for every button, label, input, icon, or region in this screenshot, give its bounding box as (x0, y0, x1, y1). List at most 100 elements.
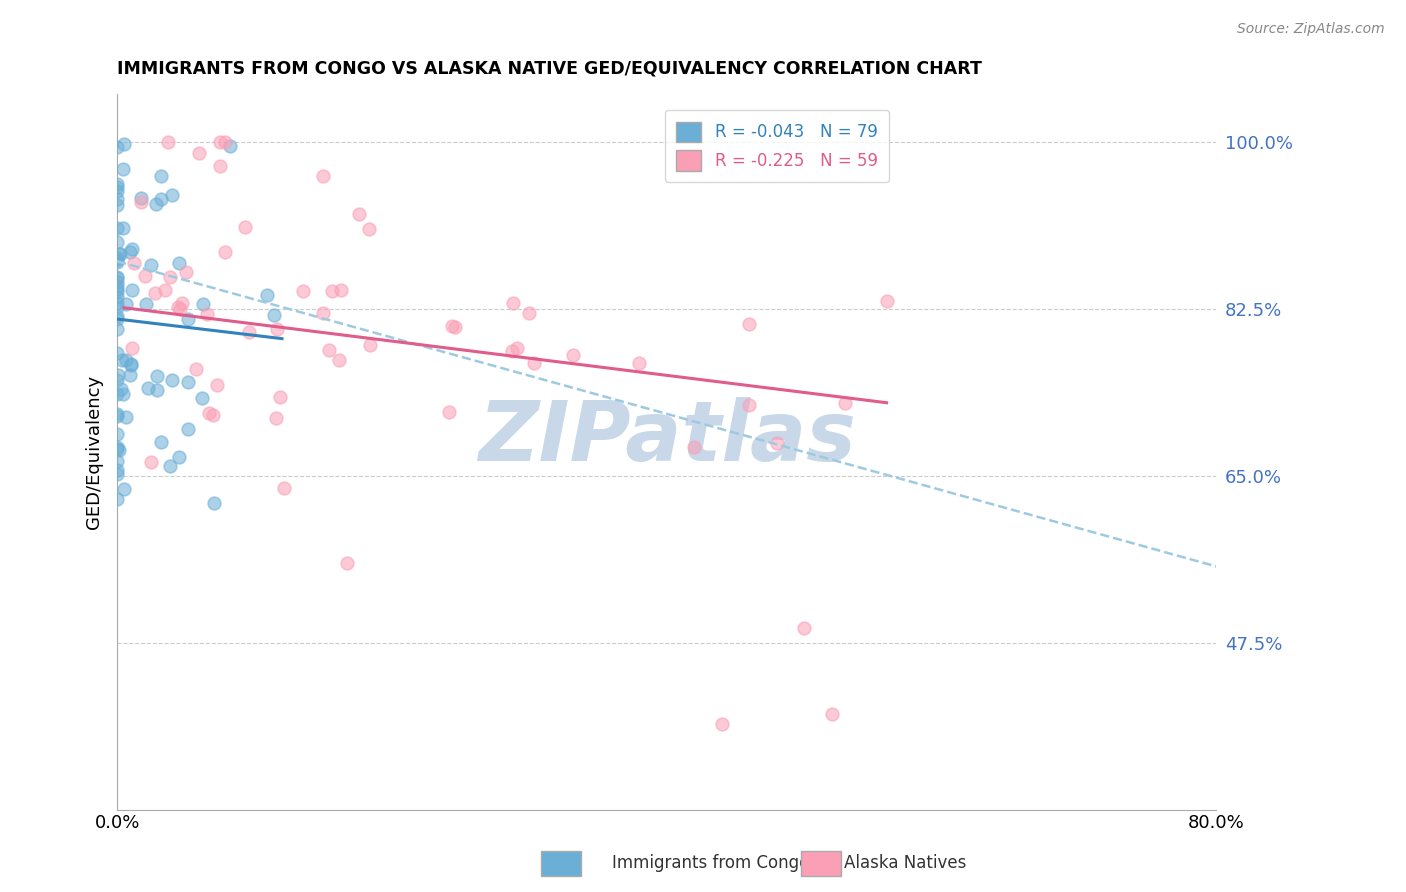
Point (172, 296, 194, 310)
Point (202, 408, 225, 422)
Point (134, 268, 156, 283)
Point (111, 221, 134, 235)
Point (167, 256, 190, 270)
Point (177, 311, 200, 326)
Point (131, 191, 153, 205)
Point (105, 192, 128, 206)
Point (159, 458, 181, 473)
Point (269, 390, 291, 404)
Point (108, 246, 131, 260)
Point (105, 235, 128, 250)
Point (149, 193, 172, 207)
Text: ZIPatlas: ZIPatlas (478, 397, 856, 478)
Point (209, 159, 232, 173)
Point (105, 322, 128, 336)
Point (108, 247, 131, 261)
Text: IMMIGRANTS FROM CONGO VS ALASKA NATIVE GED/EQUIVALENCY CORRELATION CHART: IMMIGRANTS FROM CONGO VS ALASKA NATIVE G… (117, 60, 981, 78)
Point (159, 270, 181, 285)
Point (105, 300, 128, 314)
Point (105, 282, 128, 296)
Point (359, 337, 381, 351)
Legend: R = -0.043   N = 79, R = -0.225   N = 59: R = -0.043 N = 79, R = -0.225 N = 59 (665, 110, 889, 182)
Point (105, 285, 128, 300)
Point (105, 220, 128, 235)
Point (738, 398, 761, 412)
Point (437, 405, 460, 419)
Point (312, 169, 335, 183)
Point (149, 169, 172, 184)
Point (198, 405, 221, 419)
Point (105, 309, 128, 323)
Point (105, 290, 128, 304)
Point (118, 368, 141, 382)
Point (105, 184, 128, 198)
Point (135, 297, 157, 311)
Point (138, 381, 160, 395)
Point (166, 300, 188, 314)
Text: Immigrants from Congo: Immigrants from Congo (612, 855, 808, 872)
Point (105, 180, 128, 194)
Point (502, 296, 524, 310)
Point (169, 302, 191, 317)
Point (506, 341, 529, 355)
Point (188, 146, 211, 161)
Point (121, 283, 143, 297)
Point (292, 284, 315, 298)
Point (129, 194, 152, 209)
Point (112, 162, 135, 177)
Point (176, 375, 198, 389)
Point (710, 716, 733, 731)
Point (141, 258, 163, 272)
Point (121, 342, 143, 356)
Point (330, 283, 353, 297)
Y-axis label: GED/Equivalency: GED/Equivalency (86, 375, 103, 529)
Point (174, 265, 197, 279)
Point (321, 284, 343, 298)
Point (105, 252, 128, 267)
Point (108, 442, 131, 457)
Point (177, 422, 200, 436)
Point (628, 356, 651, 370)
Point (834, 396, 856, 410)
Point (501, 343, 523, 358)
Point (517, 306, 540, 320)
Point (107, 368, 129, 383)
Point (357, 221, 380, 235)
Point (105, 442, 128, 456)
Point (143, 285, 166, 300)
Point (328, 353, 350, 368)
Point (120, 245, 142, 260)
Point (120, 358, 142, 372)
Point (214, 244, 236, 259)
Point (105, 271, 128, 285)
Point (167, 450, 190, 464)
Point (105, 427, 128, 442)
Point (562, 348, 585, 362)
Point (115, 296, 138, 310)
Point (114, 352, 136, 367)
Point (208, 135, 231, 149)
Point (105, 463, 128, 477)
Point (112, 136, 135, 151)
Point (683, 440, 706, 454)
Point (190, 392, 212, 406)
Point (105, 140, 128, 154)
Point (120, 357, 142, 371)
Point (145, 197, 167, 211)
Point (214, 135, 236, 149)
Point (312, 306, 335, 320)
Point (105, 454, 128, 468)
Text: Alaska Natives: Alaska Natives (844, 855, 966, 872)
Point (105, 407, 128, 421)
Point (105, 409, 128, 424)
Point (440, 318, 463, 333)
Point (150, 435, 173, 450)
Point (105, 198, 128, 212)
Point (443, 319, 465, 334)
Point (105, 295, 128, 310)
Point (202, 496, 225, 510)
Point (112, 482, 135, 496)
Point (105, 270, 128, 285)
Text: Source: ZipAtlas.com: Source: ZipAtlas.com (1237, 22, 1385, 37)
Point (318, 343, 340, 358)
